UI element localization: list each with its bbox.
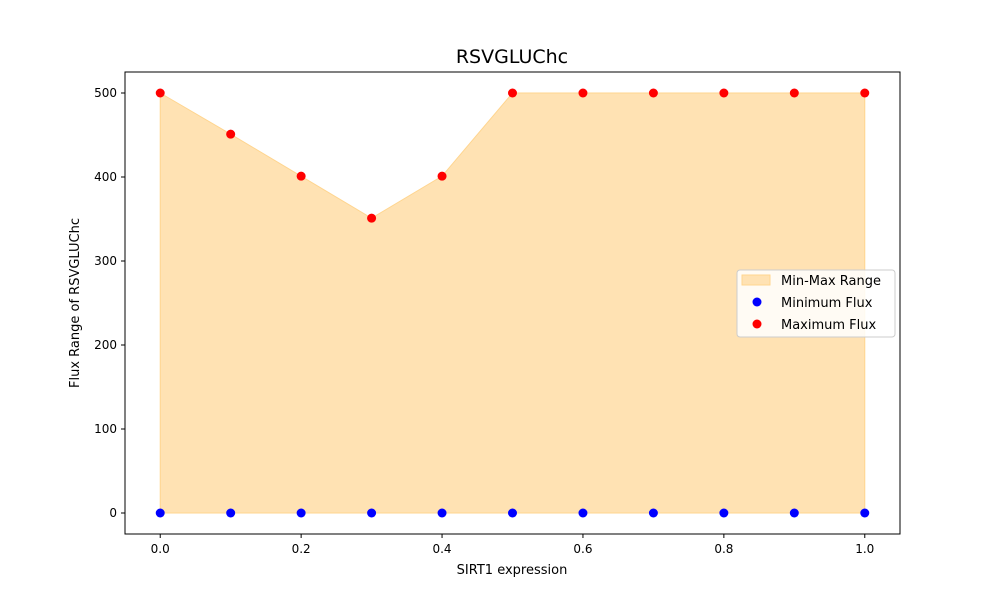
maximum-flux-point bbox=[719, 88, 729, 98]
x-tick-label: 0.8 bbox=[714, 542, 733, 556]
x-axis-label: SIRT1 expression bbox=[457, 563, 568, 578]
axes-frame bbox=[124, 71, 901, 535]
maximum-flux-point bbox=[296, 171, 306, 181]
x-tick-label: 1.0 bbox=[855, 542, 874, 556]
minimum-flux-point bbox=[648, 508, 658, 518]
y-tick-label: 300 bbox=[94, 254, 117, 268]
maximum-flux-point bbox=[648, 88, 658, 98]
legend-marker-minimum-flux bbox=[752, 297, 762, 307]
legend-label-minimum-flux: Minimum Flux bbox=[781, 296, 873, 311]
minimum-flux-point bbox=[155, 508, 165, 518]
minimum-flux-point bbox=[226, 508, 236, 518]
legend-swatch-min-max-range bbox=[741, 274, 771, 286]
y-tick-label: 200 bbox=[94, 338, 117, 352]
x-axis: 0.0 0.2 0.4 0.6 0.8 1.0 bbox=[151, 534, 874, 556]
y-tick-label: 0 bbox=[109, 506, 117, 520]
maximum-flux-point bbox=[860, 88, 870, 98]
y-tick-label: 100 bbox=[94, 422, 117, 436]
y-axis-label: Flux Range of RSVGLUChc bbox=[68, 218, 83, 388]
minimum-flux-point bbox=[508, 508, 517, 518]
maximum-flux-point bbox=[508, 88, 517, 98]
minimum-flux-point bbox=[860, 508, 870, 518]
y-axis: 0 100 200 300 400 500 bbox=[94, 86, 125, 520]
legend: Min-Max Range Minimum Flux Maximum Flux bbox=[736, 269, 896, 338]
minimum-flux-point bbox=[296, 508, 306, 518]
legend-label-min-max-range: Min-Max Range bbox=[781, 274, 881, 289]
maximum-flux-point bbox=[578, 88, 588, 98]
plot-area bbox=[155, 88, 870, 518]
legend-box bbox=[736, 269, 896, 338]
maximum-flux-point bbox=[789, 88, 799, 98]
x-tick-label: 0.6 bbox=[573, 542, 592, 556]
chart-title: RSVGLUChc bbox=[456, 46, 568, 68]
x-tick-label: 0.2 bbox=[292, 542, 311, 556]
y-tick-label: 400 bbox=[94, 170, 117, 184]
maximum-flux-point bbox=[437, 171, 447, 181]
legend-label-maximum-flux: Maximum Flux bbox=[781, 318, 877, 333]
minimum-flux-point bbox=[437, 508, 447, 518]
minimum-flux-point bbox=[719, 508, 729, 518]
legend-marker-maximum-flux bbox=[752, 319, 762, 329]
maximum-flux-point bbox=[367, 213, 377, 223]
maximum-flux-point bbox=[226, 129, 236, 139]
x-tick-label: 0.4 bbox=[432, 542, 451, 556]
minimum-flux-point bbox=[578, 508, 588, 518]
maximum-flux-point bbox=[155, 88, 165, 98]
x-tick-label: 0.0 bbox=[151, 542, 170, 556]
minimum-flux-point bbox=[367, 508, 377, 518]
minimum-flux-point bbox=[789, 508, 799, 518]
y-tick-label: 500 bbox=[94, 86, 117, 100]
